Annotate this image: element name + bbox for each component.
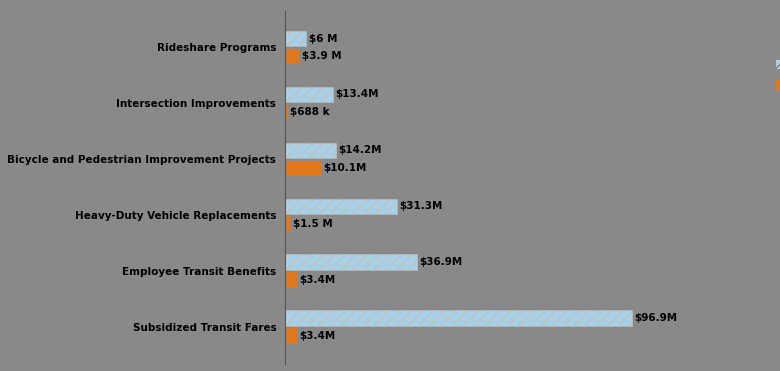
Bar [285,49,299,64]
Bar [285,31,307,46]
Bar [285,198,397,214]
Bar [285,328,297,344]
Bar [285,142,335,158]
Text: $3.4M: $3.4M [300,275,336,285]
Legend: Median ($/ton), Low ($/ton): Median ($/ton), Low ($/ton) [775,59,780,91]
Text: $688 k: $688 k [290,107,330,117]
Text: $31.3M: $31.3M [399,201,443,211]
Text: $96.9M: $96.9M [635,313,678,323]
Bar [285,216,290,232]
Text: $3.4M: $3.4M [300,331,336,341]
Text: $10.1M: $10.1M [324,163,367,173]
Bar [285,311,632,326]
Bar [285,272,297,288]
Bar [285,105,287,120]
Bar [285,161,321,176]
Text: $13.4M: $13.4M [335,89,379,99]
Bar [285,87,333,102]
Text: $14.2M: $14.2M [339,145,382,155]
Text: $1.5 M: $1.5 M [293,219,333,229]
Text: $6 M: $6 M [309,33,338,43]
Bar [285,255,417,270]
Text: $36.9M: $36.9M [420,257,463,267]
Text: $3.9 M: $3.9 M [302,52,341,62]
